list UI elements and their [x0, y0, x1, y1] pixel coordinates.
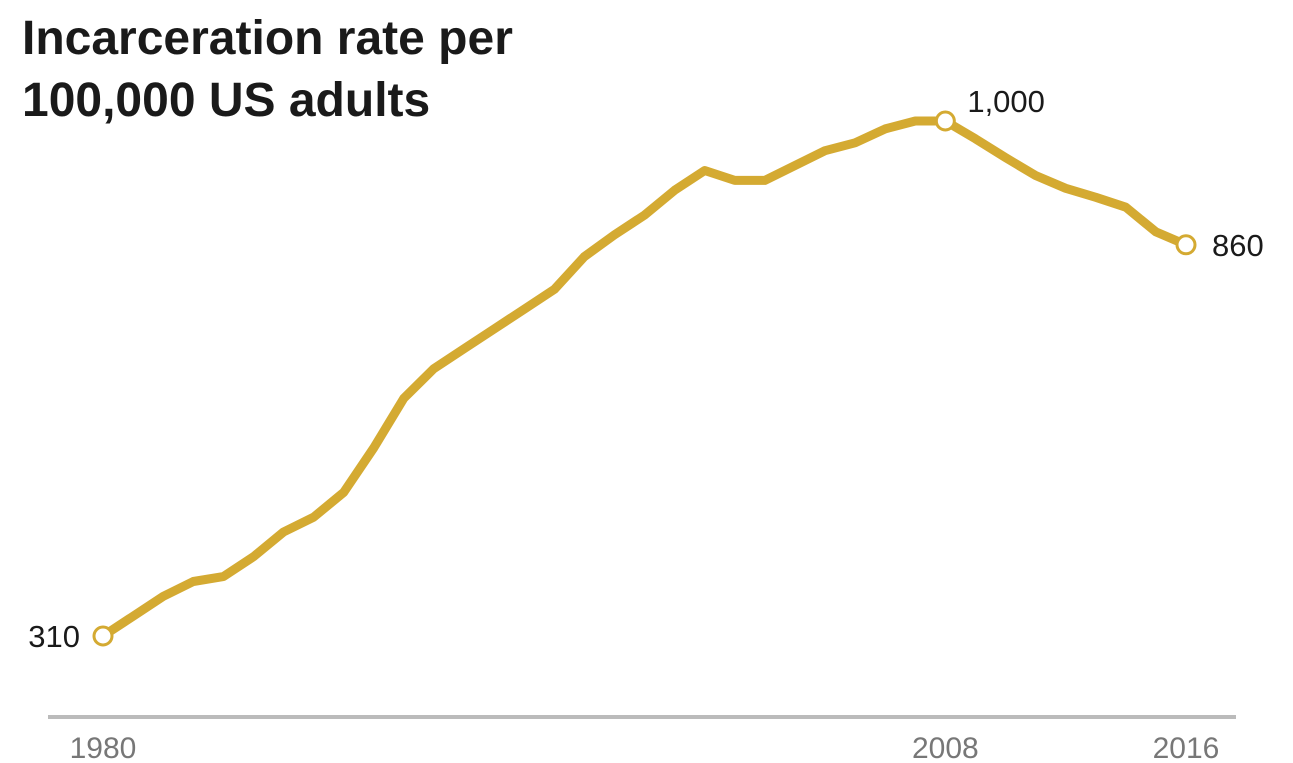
x-tick-label-2008: 2008: [912, 732, 979, 763]
series-line-0: [98, 116, 1191, 641]
data-point-marker-2016: [1175, 234, 1197, 256]
data-point-marker-1980: [92, 625, 114, 647]
data-label-1980: 310: [28, 619, 80, 654]
data-label-2008: 1,000: [967, 84, 1045, 119]
x-tick-labels: 1980 2008 2016: [70, 732, 1220, 763]
data-label-2016: 860: [1212, 228, 1264, 263]
x-tick-label-1980: 1980: [70, 732, 137, 763]
x-tick-label-2016: 2016: [1153, 732, 1220, 763]
chart-title-line-2: 100,000 US adults: [22, 74, 430, 127]
chart-title-line-1: Incarceration rate per: [22, 12, 513, 65]
marker-layer: [92, 110, 1197, 647]
label-layer: 310 1,000 860: [28, 84, 1263, 654]
data-point-marker-2008: [934, 110, 956, 132]
series-layer: [98, 116, 1191, 641]
